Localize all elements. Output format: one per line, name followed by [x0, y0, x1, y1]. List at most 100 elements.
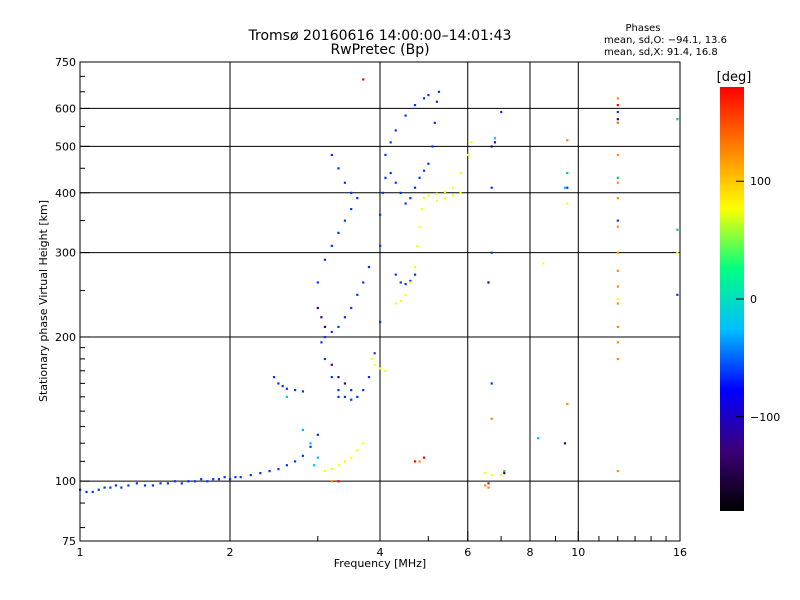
data-point [301, 390, 305, 393]
data-point [379, 367, 382, 370]
data-point [490, 474, 493, 477]
data-point [350, 207, 353, 211]
data-point [420, 207, 423, 211]
data-point [451, 186, 455, 189]
data-point [381, 191, 384, 194]
y-axis-label: Stationary phase Virtual Height [km] [37, 200, 50, 402]
data-point [503, 471, 506, 475]
data-point [676, 251, 679, 254]
data-point [418, 176, 421, 179]
data-point [120, 486, 123, 489]
data-point [85, 490, 88, 494]
data-point [350, 191, 353, 194]
data-point [422, 456, 426, 459]
data-point [330, 468, 333, 471]
data-point [337, 388, 340, 392]
data-point [413, 460, 417, 463]
data-point [616, 285, 619, 288]
data-point [343, 460, 347, 463]
data-point [127, 484, 130, 487]
data-point [409, 281, 412, 284]
data-point [337, 375, 340, 379]
phase-info-x: mean, sd,X: 91.4, 16.8 [604, 47, 718, 58]
data-point [173, 480, 177, 483]
data-point [484, 471, 487, 475]
data-point [293, 388, 297, 392]
data-point [187, 480, 190, 483]
data-point [370, 357, 373, 361]
data-point [343, 395, 347, 399]
data-point [616, 325, 619, 329]
data-point [379, 244, 382, 247]
data-point [427, 162, 430, 165]
data-point [616, 298, 619, 301]
data-point [320, 316, 323, 319]
data-point [490, 145, 493, 148]
data-point [566, 402, 569, 406]
x-tick-label: 6 [464, 546, 471, 559]
chart-title: Tromsø 20160616 14:00:00–14:01:43 [248, 28, 512, 44]
data-point [435, 100, 438, 103]
data-point [500, 474, 503, 477]
data-point [413, 273, 417, 276]
data-point [277, 382, 280, 385]
data-point [566, 171, 569, 175]
y-tick-label: 300 [55, 247, 76, 260]
data-point [135, 482, 138, 485]
data-point [566, 202, 569, 205]
data-point [350, 456, 353, 459]
data-point [249, 474, 252, 477]
data-point [394, 181, 397, 184]
data-point [166, 482, 169, 485]
data-point [373, 352, 376, 355]
data-point [343, 219, 347, 222]
y-tick-label: 500 [55, 140, 76, 153]
data-point [114, 484, 118, 487]
data-point [616, 197, 619, 200]
data-point [367, 265, 371, 269]
data-point [616, 110, 619, 114]
data-point [309, 445, 312, 448]
data-point [362, 388, 365, 392]
chart-subtitle: RwPretec (Bp) [330, 42, 429, 58]
data-point [487, 486, 490, 489]
data-point [422, 197, 426, 200]
data-point [443, 190, 447, 193]
data-point [503, 470, 506, 473]
data-point [616, 225, 619, 228]
data-point [343, 316, 347, 319]
data-point [206, 480, 209, 483]
x-tick-label: 16 [673, 546, 687, 559]
data-point [277, 468, 280, 471]
data-point [356, 395, 359, 399]
data-point [418, 225, 421, 228]
data-point [356, 197, 359, 200]
data-point [427, 194, 430, 197]
data-point [330, 244, 333, 247]
data-point [676, 228, 679, 231]
data-point [394, 129, 397, 132]
data-point [616, 357, 619, 361]
data-point [563, 186, 567, 189]
data-point [484, 484, 487, 487]
data-point [337, 464, 340, 467]
data-point [616, 176, 619, 179]
data-point [500, 110, 503, 114]
data-point [443, 197, 447, 200]
data-point [356, 449, 359, 452]
data-point [343, 181, 347, 184]
colorbar-tick-label: 0 [750, 293, 757, 306]
data-point [323, 470, 327, 473]
data-point [229, 478, 232, 481]
data-point [413, 103, 417, 107]
data-point [281, 384, 284, 388]
data-point [437, 90, 441, 93]
data-point [143, 484, 147, 487]
data-point [542, 262, 545, 265]
data-point [301, 454, 305, 457]
data-point [394, 302, 397, 305]
data-point [490, 417, 493, 420]
data-point [616, 269, 619, 272]
data-point [330, 363, 333, 366]
data-point [109, 486, 112, 489]
